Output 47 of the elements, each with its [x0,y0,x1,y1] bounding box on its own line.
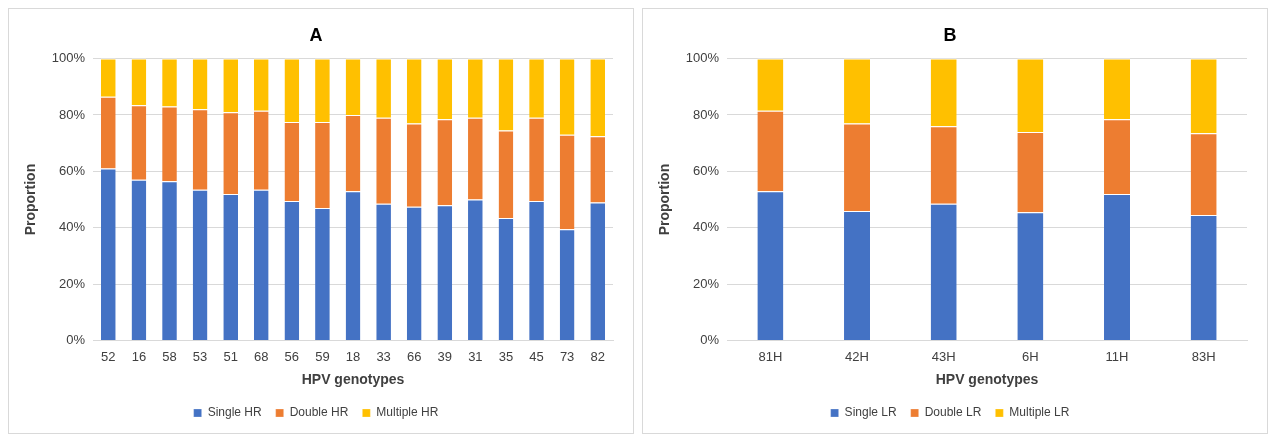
x-tick-label: 81H [758,348,783,364]
chart-title: B [943,24,957,45]
x-tick-label: 33 [376,348,391,364]
y-tick-label: 80% [59,106,86,122]
x-tick-label: 52 [101,348,116,364]
y-tick-label: 100% [51,50,86,66]
x-tick-label: 53 [192,348,208,364]
x-tick-label: 82 [590,348,605,364]
x-tick-label: 73 [559,348,575,364]
y-tick-label: 60% [693,162,720,178]
y-tick-label: 20% [59,275,86,291]
x-tick-label: 11H [1105,348,1129,364]
x-tick-label: 31 [468,348,483,364]
x-axis-title: HPV genotypes [935,371,1039,388]
x-tick-label: 68 [254,348,269,364]
legend-label: Multiple HR [376,405,439,420]
x-tick-label: 42H [845,348,869,364]
legend-label: Single LR [844,405,897,420]
x-tick-label: 35 [498,348,514,364]
legend-label: Single HR [207,405,262,420]
legend-label: Double HR [289,405,349,420]
x-tick-label: 58 [162,348,177,364]
y-tick-label: 40% [59,219,86,235]
y-tick-label: 80% [693,106,720,122]
legend-label: Multiple LR [1009,405,1070,420]
y-tick-label: 20% [693,275,720,291]
x-tick-label: 16 [131,348,147,364]
x-tick-label: 56 [284,348,300,364]
x-axis-title: HPV genotypes [301,371,405,388]
x-tick-label: 43H [931,348,956,364]
x-tick-label: 83H [1191,348,1216,364]
legend-label: Double LR [924,405,982,420]
chart-title: A [309,24,323,45]
y-axis-title: Proportion [656,163,673,236]
y-tick-label: 0% [66,332,86,348]
x-tick-label: 66 [406,348,422,364]
y-tick-label: 60% [59,162,86,178]
x-tick-label: 59 [315,348,330,364]
y-tick-label: 40% [693,219,720,235]
x-tick-label: 45 [529,348,544,364]
x-tick-label: 18 [345,348,361,364]
y-tick-label: 100% [685,50,720,66]
x-tick-label: 6H [1022,348,1039,364]
x-tick-label: 39 [437,348,453,364]
y-tick-label: 0% [700,332,720,348]
x-tick-label: 51 [223,348,238,364]
y-axis-title: Proportion [22,163,39,236]
